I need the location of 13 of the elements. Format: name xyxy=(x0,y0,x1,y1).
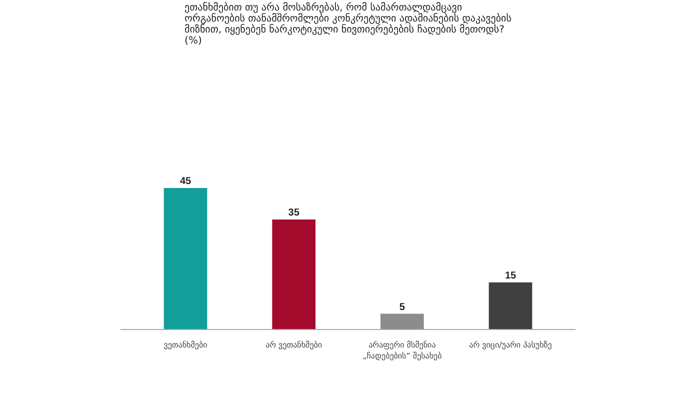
bar xyxy=(488,282,532,330)
data-label: 5 xyxy=(399,302,406,313)
data-label: 45 xyxy=(180,176,192,187)
bar xyxy=(272,219,316,330)
x-tick-label: არაფერი მსმენია „ჩადებების“ შესახებ xyxy=(362,340,442,360)
data-label: 35 xyxy=(288,207,300,218)
x-tick-label: ვეთანხმები xyxy=(164,340,208,350)
chart-title: ეთანხმებით თუ არა მოსაზრებას, რომ სამართალდამცავი ორგანოების თანამშრომლები კონკრეტული ადამიანების დაკავების მიზნით, იყენებენ ნარკოტიკული ნივთიერებების ჩადების მეთოდს? (%) xyxy=(184,2,512,46)
x-tick-label: არ ვეთანხმები xyxy=(266,340,322,350)
bar xyxy=(380,314,424,330)
bar xyxy=(164,188,208,330)
data-label: 15 xyxy=(504,270,516,282)
x-tick-label: არ ვიცი/უარი პასუხზე xyxy=(469,340,552,350)
